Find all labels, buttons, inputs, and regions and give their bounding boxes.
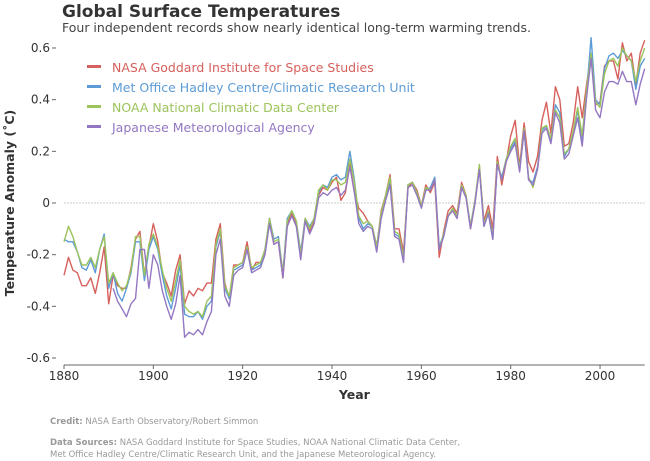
sources-line1: NASA Goddard Institute for Space Studies… [119,438,461,448]
y-tick-label: 0.6 [31,41,50,55]
x-tick-label: 1880 [49,369,80,383]
legend-swatch-2 [87,105,101,108]
x-tick-label: 2000 [585,369,616,383]
credit-label: Credit: [50,417,83,427]
sources-label: Data Sources: [50,438,118,448]
legend-label-3: Japanese Meteorological Agency [111,120,315,135]
legend-swatch-3 [87,125,101,128]
x-tick-label: 1980 [495,369,526,383]
y-tick-label: 0.4 [31,93,50,107]
x-tick-label: 1920 [227,369,258,383]
legend-label-0: NASA Goddard Institute for Space Studies [112,60,374,75]
x-tick-label: 1960 [406,369,437,383]
series-line-3 [112,57,646,338]
credit-text: NASA Earth Observatory/Robert Simmon [85,417,259,427]
y-axis-title: Temperature Anomaly (˚C) [2,110,17,297]
y-tick-label: -0.6 [27,351,50,365]
sources-line2: Met Office Hadley Centre/Climatic Resear… [50,450,437,460]
x-tick-label: 1940 [317,369,348,383]
legend-swatch-0 [87,65,101,68]
legend-label-2: NOAA National Climatic Data Center [112,100,340,115]
chart-subtitle: Four independent records show nearly ide… [62,20,531,35]
data-sources: Data Sources: NASA Goddard Institute for… [50,437,460,461]
credit: Credit: NASA Earth Observatory/Robert Si… [50,416,258,428]
chart-title: Global Surface Temperatures [62,2,341,22]
legend-label-1: Met Office Hadley Centre/Climatic Resear… [112,80,415,95]
legend-swatch-1 [87,85,101,88]
series-line-2 [63,47,646,318]
x-tick-label: 1900 [138,369,169,383]
y-tick-label: 0 [42,196,50,210]
x-axis-title: Year [338,387,371,402]
y-tick-label: 0.2 [31,144,50,158]
y-tick-label: -0.4 [27,299,50,313]
y-tick-label: -0.2 [27,248,50,262]
